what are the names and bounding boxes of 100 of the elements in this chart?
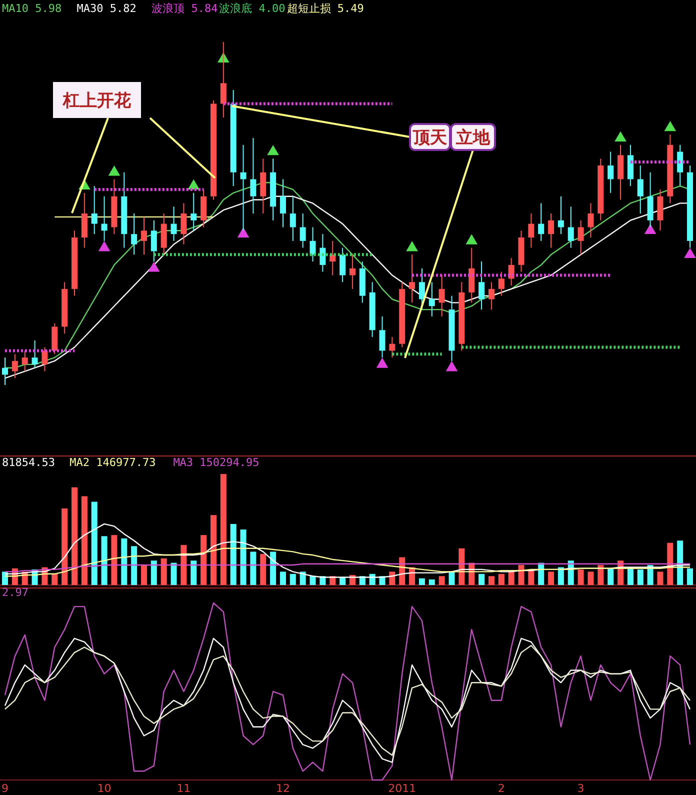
candlestick [2, 357, 8, 386]
candlestick [131, 213, 138, 256]
annotation: 杠上开花 [62, 91, 132, 111]
point [466, 234, 478, 244]
bar [300, 572, 306, 585]
bar [81, 496, 88, 585]
text: MA10 5.98 [2, 2, 62, 15]
bar [240, 530, 246, 585]
bar [260, 554, 266, 585]
bar [200, 535, 207, 585]
candlestick [190, 192, 197, 232]
bar [220, 474, 226, 585]
candlestick [409, 254, 416, 304]
bar [418, 578, 425, 585]
point [148, 262, 160, 272]
point [684, 248, 696, 258]
bar [508, 572, 514, 585]
candlestick [220, 42, 226, 118]
candlestick [280, 178, 286, 228]
bar [140, 565, 147, 585]
candlestick [340, 247, 346, 283]
bar [121, 538, 128, 585]
point [267, 144, 279, 156]
x-tick-label: 11 [176, 782, 191, 795]
bar [91, 502, 98, 585]
bar [190, 560, 197, 585]
candlestick [150, 220, 157, 262]
candlestick [32, 340, 38, 368]
candlestick [320, 234, 326, 272]
point [644, 224, 656, 234]
candlestick [488, 282, 494, 310]
candlestick [548, 213, 554, 248]
candlestick [428, 282, 435, 317]
bar [270, 552, 276, 585]
point [108, 166, 120, 176]
candlestick [310, 226, 316, 262]
text: 81854.53 [2, 456, 55, 469]
bar [528, 569, 534, 585]
candlestick [300, 213, 306, 248]
x-tick-label: 2 [498, 782, 505, 795]
text: 波浪顶 5.84 [152, 2, 218, 15]
bar [428, 579, 435, 585]
point [406, 241, 418, 252]
candlestick [389, 336, 396, 358]
bar [438, 576, 445, 585]
candlestick [170, 206, 177, 242]
annotation: 立地 [455, 128, 491, 148]
x-tick-label: 10 [97, 782, 112, 795]
bar [389, 572, 396, 585]
bar [578, 569, 584, 585]
candlestick [22, 350, 28, 372]
candlestick [568, 206, 574, 248]
candlestick [101, 196, 108, 242]
annotation: 顶天 [412, 128, 447, 148]
point [664, 120, 676, 132]
bar [498, 574, 504, 585]
bar [548, 572, 554, 585]
bar [637, 569, 644, 585]
bar [101, 536, 108, 585]
candlestick [677, 144, 684, 187]
candlestick [290, 196, 296, 242]
x-tick-label: 2011 [388, 782, 416, 795]
candlestick [578, 220, 584, 256]
candlestick [528, 213, 534, 248]
text: MA2 146977.73 [70, 456, 156, 469]
bar [131, 546, 138, 585]
candlestick [140, 216, 147, 256]
bar [160, 558, 167, 585]
candlestick [42, 346, 48, 372]
bar [558, 567, 564, 585]
bar [608, 568, 614, 585]
bar [488, 576, 494, 585]
text: 波浪底 4.00 [219, 2, 286, 15]
text: 2.97 [2, 586, 28, 599]
text: 超短止损 5.49 [286, 2, 364, 15]
bar [170, 562, 177, 585]
bar [71, 487, 78, 585]
bar [448, 572, 455, 585]
point [446, 361, 458, 372]
candlestick [608, 151, 614, 194]
candlestick [12, 354, 18, 379]
point [614, 131, 626, 142]
bar [150, 560, 157, 585]
bar [210, 515, 216, 585]
x-tick-label: 12 [276, 782, 290, 795]
candlestick [349, 254, 356, 290]
bar [657, 572, 664, 585]
candlestick [418, 268, 425, 310]
bar [280, 572, 286, 585]
bar [290, 574, 296, 585]
bar [478, 574, 485, 585]
candlestick [180, 202, 187, 245]
text: MA30 5.82 [76, 2, 136, 15]
bar [458, 548, 465, 585]
bar [62, 508, 68, 585]
bar [598, 565, 604, 585]
candlestick [91, 186, 98, 235]
bar [180, 545, 187, 585]
text: MA3 150294.95 [173, 456, 260, 469]
point [237, 227, 250, 238]
